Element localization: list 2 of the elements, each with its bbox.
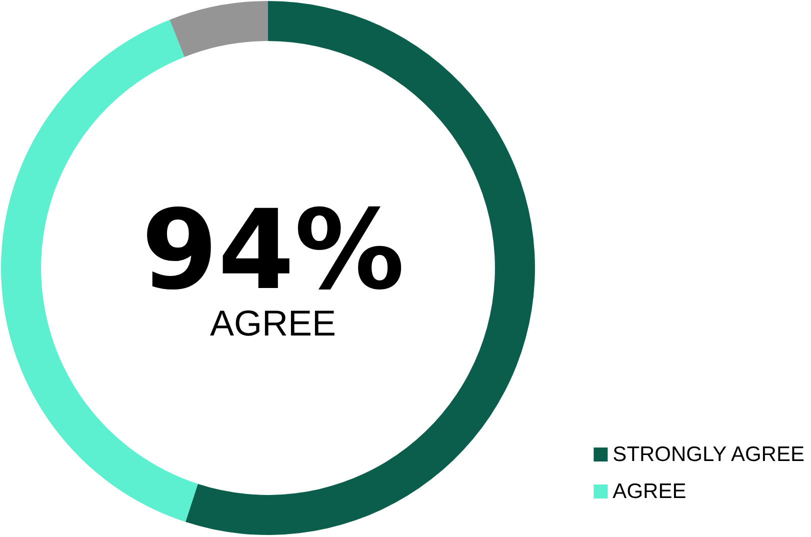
legend-label: AGREE <box>612 480 686 503</box>
legend-label: STRONGLY AGREE <box>612 443 804 466</box>
